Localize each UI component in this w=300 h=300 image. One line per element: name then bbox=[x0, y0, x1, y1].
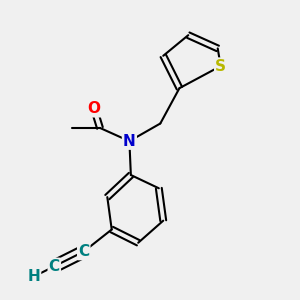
Text: C: C bbox=[78, 244, 89, 259]
Text: N: N bbox=[123, 134, 136, 149]
Text: H: H bbox=[27, 269, 40, 284]
Text: C: C bbox=[49, 259, 60, 274]
Text: O: O bbox=[88, 101, 100, 116]
Text: S: S bbox=[215, 58, 226, 74]
